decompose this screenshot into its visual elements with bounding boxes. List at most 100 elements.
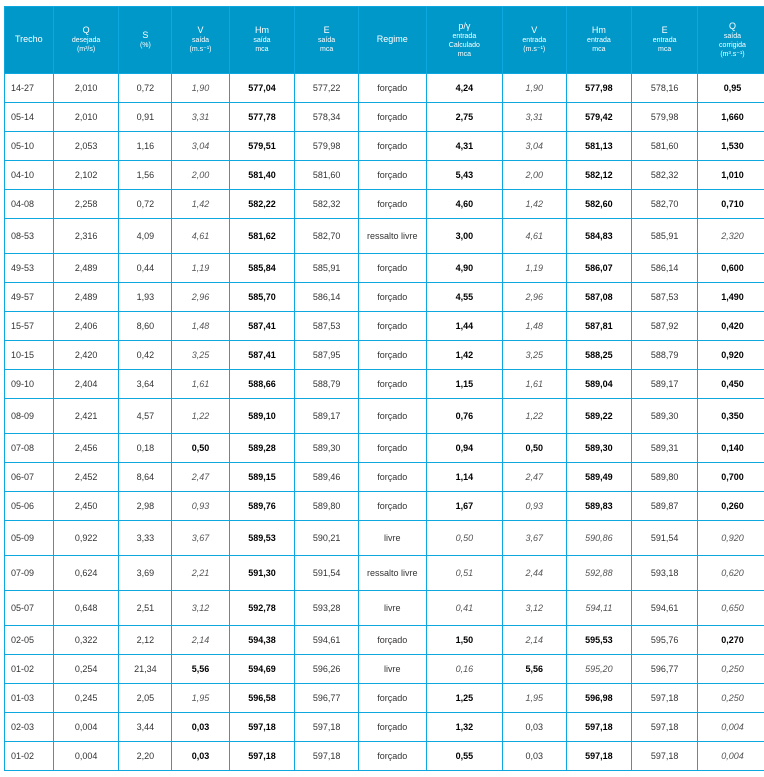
cell: 08-53: [5, 219, 54, 254]
cell: 581,40: [229, 161, 295, 190]
table-row: 07-082,4560,180,50589,28589,30forçado0,9…: [5, 434, 764, 463]
cell: 2,47: [172, 463, 229, 492]
cell: 589,17: [632, 370, 698, 399]
cell: 594,61: [295, 626, 359, 655]
cell: 01-02: [5, 742, 54, 771]
cell: 1,42: [426, 341, 502, 370]
cell: 585,91: [632, 219, 698, 254]
cell: 594,69: [229, 655, 295, 684]
cell: 4,57: [119, 399, 172, 434]
cell: 0,920: [697, 341, 764, 370]
cell: 582,22: [229, 190, 295, 219]
cell: 01-02: [5, 655, 54, 684]
cell: 0,03: [503, 713, 567, 742]
cell: 588,79: [295, 370, 359, 399]
cell: 2,20: [119, 742, 172, 771]
cell: 1,56: [119, 161, 172, 190]
cell: 2,98: [119, 492, 172, 521]
cell: 577,22: [295, 74, 359, 103]
cell: 582,70: [295, 219, 359, 254]
col-header-3: Vsaída(m.s⁻¹): [172, 7, 229, 74]
cell: 2,51: [119, 591, 172, 626]
cell: 589,83: [566, 492, 632, 521]
cell: 587,08: [566, 283, 632, 312]
cell: 589,04: [566, 370, 632, 399]
cell: 3,25: [172, 341, 229, 370]
cell: 3,64: [119, 370, 172, 399]
cell: forçado: [358, 312, 426, 341]
cell: 0,650: [697, 591, 764, 626]
cell: 05-06: [5, 492, 54, 521]
cell: 1,490: [697, 283, 764, 312]
cell: 594,11: [566, 591, 632, 626]
cell: 0,270: [697, 626, 764, 655]
col-header-4: Hmsaídamca: [229, 7, 295, 74]
cell: 4,61: [172, 219, 229, 254]
cell: 0,95: [697, 74, 764, 103]
cell: livre: [358, 521, 426, 556]
cell: 0,648: [53, 591, 119, 626]
cell: 2,489: [53, 254, 119, 283]
cell: 1,48: [172, 312, 229, 341]
cell: forçado: [358, 341, 426, 370]
cell: 2,053: [53, 132, 119, 161]
cell: 1,48: [503, 312, 567, 341]
cell: 597,18: [295, 713, 359, 742]
table-row: 04-102,1021,562,00581,40581,60forçado5,4…: [5, 161, 764, 190]
cell: 2,00: [172, 161, 229, 190]
cell: 49-57: [5, 283, 54, 312]
cell: 590,86: [566, 521, 632, 556]
cell: 1,61: [172, 370, 229, 399]
cell: 1,15: [426, 370, 502, 399]
cell: 582,70: [632, 190, 698, 219]
cell: 3,04: [172, 132, 229, 161]
cell: 589,22: [566, 399, 632, 434]
table-row: 06-072,4528,642,47589,15589,46forçado1,1…: [5, 463, 764, 492]
cell: 1,22: [172, 399, 229, 434]
cell: 8,64: [119, 463, 172, 492]
cell: 595,53: [566, 626, 632, 655]
cell: forçado: [358, 463, 426, 492]
cell: 596,26: [295, 655, 359, 684]
cell: 0,322: [53, 626, 119, 655]
cell: 2,010: [53, 74, 119, 103]
cell: 08-09: [5, 399, 54, 434]
cell: 597,18: [295, 742, 359, 771]
cell: 589,28: [229, 434, 295, 463]
cell: 582,12: [566, 161, 632, 190]
cell: 1,50: [426, 626, 502, 655]
cell: 49-53: [5, 254, 54, 283]
cell: 591,54: [295, 556, 359, 591]
cell: 05-09: [5, 521, 54, 556]
table-row: 09-102,4043,641,61588,66588,79forçado1,1…: [5, 370, 764, 399]
cell: 579,98: [632, 103, 698, 132]
cell: 0,450: [697, 370, 764, 399]
col-header-10: Eentradamca: [632, 7, 698, 74]
cell: 597,18: [566, 713, 632, 742]
col-header-0: Trecho: [5, 7, 54, 74]
cell: forçado: [358, 103, 426, 132]
cell: 10-15: [5, 341, 54, 370]
cell: 4,61: [503, 219, 567, 254]
cell: 2,406: [53, 312, 119, 341]
col-header-2: S(%): [119, 7, 172, 74]
cell: 582,32: [295, 190, 359, 219]
cell: 07-09: [5, 556, 54, 591]
cell: 589,30: [295, 434, 359, 463]
cell: 589,17: [295, 399, 359, 434]
cell: 587,95: [295, 341, 359, 370]
cell: 09-10: [5, 370, 54, 399]
cell: forçado: [358, 283, 426, 312]
cell: 0,004: [53, 742, 119, 771]
cell: 589,10: [229, 399, 295, 434]
cell: 597,18: [632, 684, 698, 713]
cell: 0,50: [172, 434, 229, 463]
table-row: 02-030,0043,440,03597,18597,18forçado1,3…: [5, 713, 764, 742]
cell: 0,922: [53, 521, 119, 556]
cell: forçado: [358, 492, 426, 521]
cell: 06-07: [5, 463, 54, 492]
cell: 0,600: [697, 254, 764, 283]
cell: 02-03: [5, 713, 54, 742]
cell: 5,56: [172, 655, 229, 684]
cell: 581,13: [566, 132, 632, 161]
